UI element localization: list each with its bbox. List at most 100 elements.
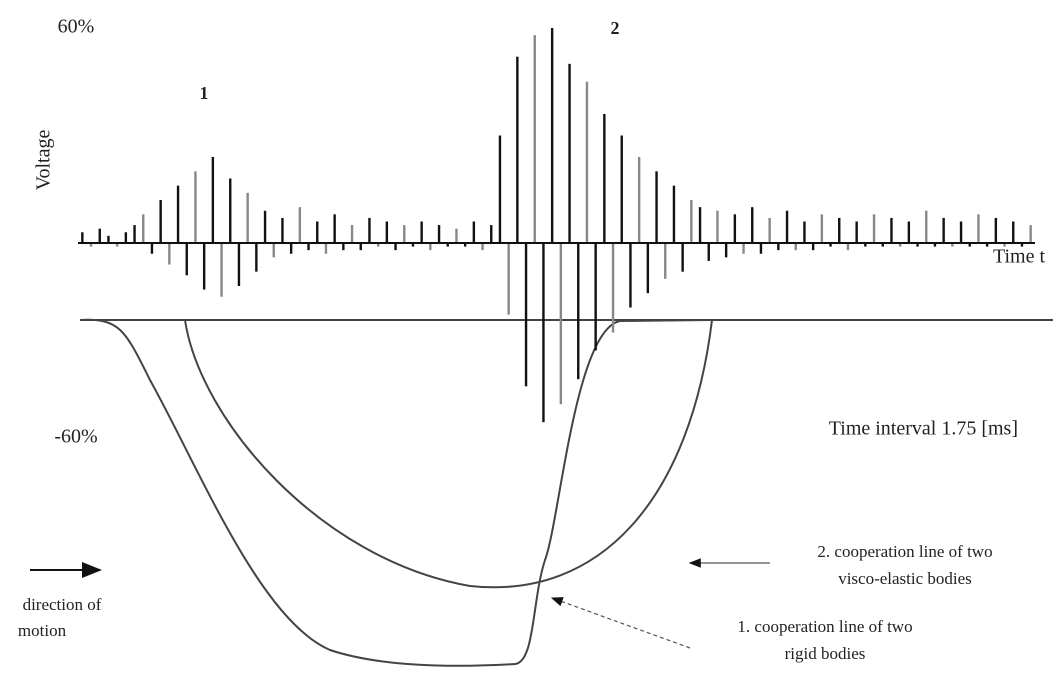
direction-label: direction of (23, 595, 102, 614)
bar (568, 64, 570, 243)
bar (177, 186, 179, 243)
bar (229, 179, 231, 244)
bar (977, 214, 979, 243)
bar (577, 243, 579, 379)
bar (1012, 222, 1014, 244)
diagram: direction of motion 2. cooperation line … (18, 320, 1053, 666)
bar (386, 222, 388, 244)
y-tick-label: 60% (58, 16, 95, 38)
bar (821, 214, 823, 243)
bar (690, 200, 692, 243)
bar (803, 222, 805, 244)
line-label: visco-elastic bodies (838, 569, 972, 588)
bar (942, 218, 944, 243)
bar (107, 236, 109, 243)
bar (751, 207, 753, 243)
bar (81, 232, 83, 243)
line-label: rigid bodies (785, 644, 866, 663)
bar (847, 243, 849, 250)
figure: Voltage Time t direction of motion 2. co… (0, 0, 1053, 676)
bar (655, 171, 657, 243)
bar (420, 222, 422, 244)
bar (333, 214, 335, 243)
bar (429, 243, 431, 250)
bar (638, 157, 640, 243)
pointer-arrow (552, 598, 690, 648)
bar (612, 243, 614, 333)
bar (760, 243, 762, 254)
bar (246, 193, 248, 243)
bar (768, 218, 770, 243)
bar (525, 243, 527, 386)
bar (873, 214, 875, 243)
y-axis-label: Voltage (33, 130, 55, 191)
bar (725, 243, 727, 257)
bar (560, 243, 562, 404)
bar (151, 243, 153, 254)
bar (125, 232, 127, 243)
bar (681, 243, 683, 272)
bar (551, 28, 553, 243)
bar (299, 207, 301, 243)
bar (281, 218, 283, 243)
bar (133, 225, 135, 243)
bar (168, 243, 170, 265)
annotation: 2 (611, 18, 620, 38)
bar (186, 243, 188, 275)
bar (812, 243, 814, 250)
bar (159, 200, 161, 243)
bar (995, 218, 997, 243)
bar (481, 243, 483, 250)
bar (255, 243, 257, 272)
y-tick-label: -60% (54, 426, 97, 448)
bar (316, 222, 318, 244)
bar (368, 218, 370, 243)
bar (455, 229, 457, 243)
bar (516, 57, 518, 243)
bar (708, 243, 710, 261)
bar (629, 243, 631, 308)
bar (603, 114, 605, 243)
bar (507, 243, 509, 315)
bar (534, 35, 536, 243)
bar (203, 243, 205, 290)
bar (786, 211, 788, 243)
annotation: Time interval 1.75 [ms] (829, 418, 1018, 440)
bar (925, 211, 927, 243)
bar (490, 225, 492, 243)
bar (542, 243, 544, 422)
bar (1029, 225, 1031, 243)
bar (473, 222, 475, 244)
bar (647, 243, 649, 293)
bar (838, 218, 840, 243)
bar (325, 243, 327, 254)
rigid-line (80, 320, 710, 666)
bar (777, 243, 779, 250)
line-label: 1. cooperation line of two (737, 617, 912, 636)
bar (438, 225, 440, 243)
bar (394, 243, 396, 250)
bar (699, 207, 701, 243)
bar (742, 243, 744, 254)
bar (220, 243, 222, 297)
bar (908, 222, 910, 244)
bar (664, 243, 666, 279)
bar (142, 214, 144, 243)
bar (194, 171, 196, 243)
direction-label: motion (18, 621, 67, 640)
bar (499, 136, 501, 244)
bar (264, 211, 266, 243)
bar (855, 222, 857, 244)
annotation: 1 (200, 83, 209, 103)
bar (621, 136, 623, 244)
bar (734, 214, 736, 243)
bar (795, 243, 797, 250)
bar (238, 243, 240, 286)
bar (273, 243, 275, 257)
bar (960, 222, 962, 244)
visco-elastic-line (185, 320, 712, 587)
bar (212, 157, 214, 243)
bar (360, 243, 362, 250)
bar (594, 243, 596, 351)
line-label: 2. cooperation line of two (817, 542, 992, 561)
